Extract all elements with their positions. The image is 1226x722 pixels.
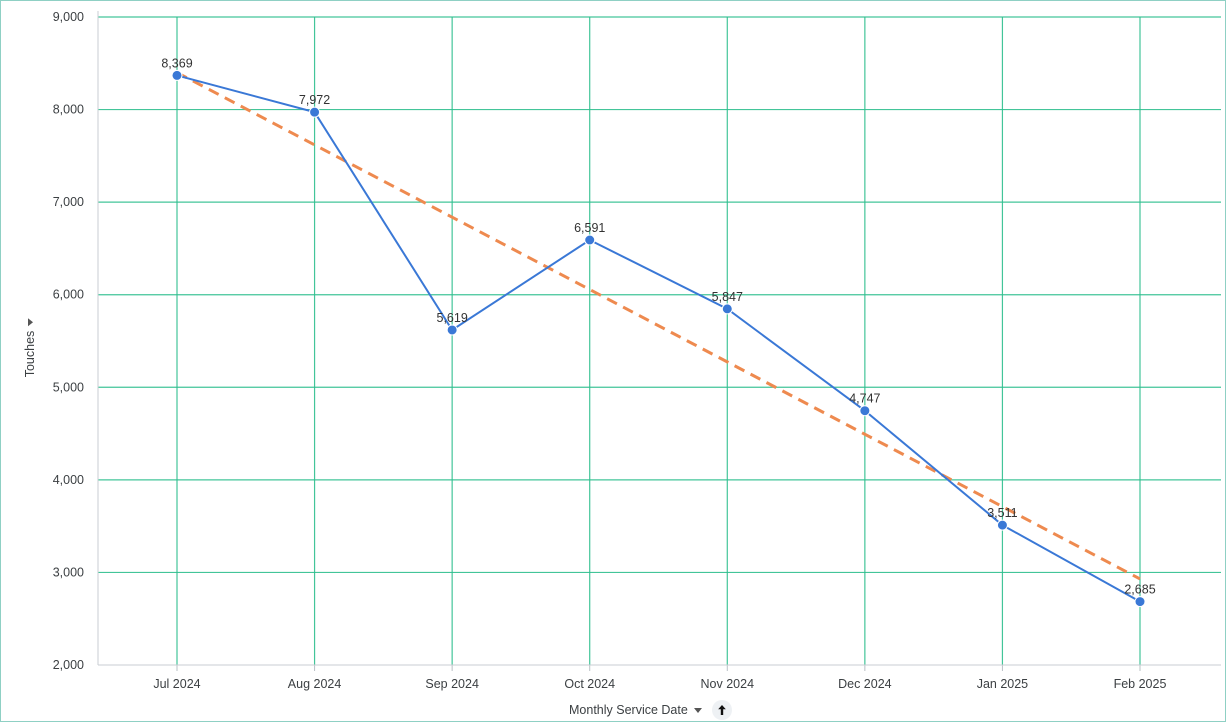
data-label-layer: 8,369 7,972 5,619 6,591 5,847 4,747 3,511 2,685 bbox=[161, 56, 1155, 596]
x-tick-label: Aug 2024 bbox=[288, 677, 342, 691]
y-tick-label: 3,000 bbox=[53, 565, 84, 579]
y-axis-title[interactable]: Touches bbox=[15, 303, 45, 393]
caret-down-icon[interactable] bbox=[27, 318, 33, 327]
data-label: 4,747 bbox=[849, 392, 880, 406]
data-point[interactable] bbox=[584, 234, 596, 246]
data-label: 2,685 bbox=[1124, 583, 1155, 597]
data-point[interactable] bbox=[996, 519, 1008, 531]
data-point[interactable] bbox=[721, 303, 733, 315]
x-tick-label: Oct 2024 bbox=[564, 677, 615, 691]
x-axis-title-label: Monthly Service Date bbox=[569, 703, 688, 717]
trendline bbox=[176, 71, 1141, 581]
sort-ascending-button[interactable] bbox=[711, 700, 732, 720]
data-label: 7,972 bbox=[299, 93, 330, 107]
data-label: 8,369 bbox=[161, 56, 192, 70]
trendline-layer bbox=[176, 71, 1141, 581]
arrow-up-icon bbox=[718, 705, 726, 715]
y-tick-label: 4,000 bbox=[53, 473, 84, 487]
y-tick-label: 2,000 bbox=[53, 658, 84, 672]
y-tick-label: 6,000 bbox=[53, 288, 84, 302]
data-point[interactable] bbox=[859, 405, 871, 417]
grid bbox=[98, 16, 1221, 665]
data-point[interactable] bbox=[171, 69, 183, 81]
x-axis-title[interactable]: Monthly Service Date bbox=[569, 699, 732, 721]
y-tick-label: 5,000 bbox=[53, 380, 84, 394]
x-tick-label: Dec 2024 bbox=[838, 677, 892, 691]
x-tick-label: Jul 2024 bbox=[153, 677, 200, 691]
data-point[interactable] bbox=[446, 324, 458, 336]
x-tick-label: Feb 2025 bbox=[1114, 677, 1167, 691]
data-label: 5,619 bbox=[437, 311, 468, 325]
caret-down-icon[interactable] bbox=[693, 707, 702, 713]
x-tick-label: Sep 2024 bbox=[425, 677, 479, 691]
data-point[interactable] bbox=[1134, 596, 1146, 608]
series-line bbox=[176, 74, 1141, 603]
axes: 2,000 3,000 4,000 5,000 6,000 7,000 8,000 9,000… bbox=[53, 10, 1221, 691]
data-label: 6,591 bbox=[574, 221, 605, 235]
data-label: 5,847 bbox=[712, 290, 743, 304]
x-tick-label: Jan 2025 bbox=[977, 677, 1028, 691]
data-label: 3,511 bbox=[987, 506, 1017, 520]
y-tick-label: 8,000 bbox=[53, 103, 84, 117]
x-tick-label: Nov 2024 bbox=[701, 677, 755, 691]
y-tick-label: 9,000 bbox=[53, 10, 84, 24]
data-point[interactable] bbox=[309, 106, 321, 118]
y-axis-title-label: Touches bbox=[23, 330, 37, 378]
series-layer bbox=[171, 69, 1146, 608]
y-tick-label: 7,000 bbox=[53, 195, 84, 209]
